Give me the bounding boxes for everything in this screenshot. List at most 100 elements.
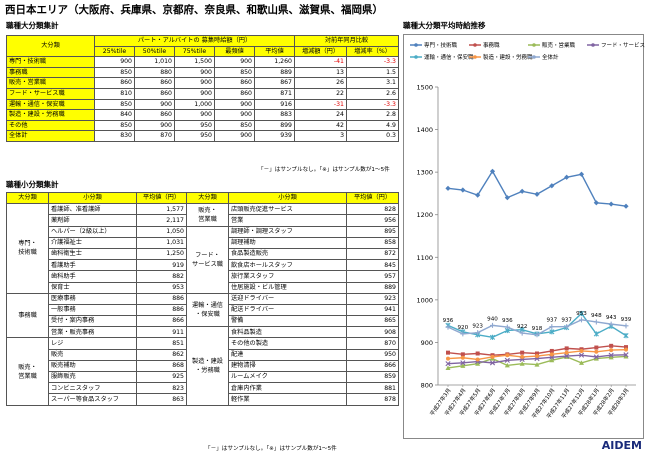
- data-point: [520, 350, 525, 355]
- data-point: [535, 354, 539, 359]
- data-point: [624, 347, 628, 352]
- data-point: [489, 334, 496, 340]
- table-row: 薬剤師 2,117 営業 956: [7, 214, 399, 227]
- table-row: 営業・販売事務 911 製造・建設 ・労務職 食料品製造 908: [7, 326, 399, 406]
- data-point: [608, 321, 614, 327]
- cell-rate: 2.8: [346, 109, 399, 121]
- data-point: [593, 354, 599, 360]
- item-value: 858: [346, 236, 399, 249]
- data-point: [609, 348, 614, 353]
- data-point: [504, 324, 510, 330]
- data-point: [593, 200, 599, 206]
- cell-avg: 867: [254, 77, 295, 89]
- data-label: 937: [546, 318, 557, 324]
- data-point: [623, 323, 629, 329]
- cell-p75: 1,000: [174, 98, 215, 111]
- header-yoy-group: 対前年同月比較: [294, 35, 399, 47]
- cell-rate: 3.1: [346, 77, 399, 89]
- header-col: 増減額（円）: [294, 45, 347, 58]
- table-row: 歯科助手 882 旅行業スタッフ 957: [7, 270, 399, 283]
- item-name: 販売: [48, 348, 137, 361]
- item-name: 警備: [228, 315, 347, 328]
- header-col: 50%tile: [134, 45, 175, 58]
- header-col: 平均値: [254, 45, 295, 58]
- item-name: 一般事務: [48, 303, 137, 317]
- item-value: 925: [136, 370, 187, 384]
- item-value: 957: [346, 270, 399, 283]
- table1-note: 「－」はサンプルなし。「※」はサンプル数が1～5件: [258, 167, 390, 173]
- item-name: 営業・販売事務: [48, 326, 137, 339]
- cell-diff: 22: [294, 87, 347, 100]
- cell-mode: 850: [214, 66, 255, 79]
- data-point: [608, 354, 614, 360]
- cell-p50: 900: [134, 98, 175, 111]
- item-value: 845: [346, 259, 399, 272]
- cell-p75: 950: [174, 119, 215, 132]
- data-point: [519, 330, 525, 336]
- item-name: 店頭販売促進サービス: [228, 203, 347, 216]
- cell-mode: 900: [214, 130, 255, 142]
- legend-label: 全体計: [542, 53, 559, 61]
- cell-mode: 900: [214, 109, 255, 121]
- table-row: スーパー等食品スタッフ 863 軽作業 878: [7, 393, 399, 406]
- data-point: [593, 331, 599, 337]
- item-name: 介護福祉士: [48, 236, 137, 249]
- item-name: 軽作業: [228, 393, 347, 406]
- group-label: 運輸・通信 ・保安職: [186, 292, 229, 328]
- header-col: 最頻値: [214, 45, 255, 58]
- data-point: [623, 352, 629, 358]
- aidem-logo: AIDEM: [601, 439, 642, 452]
- row-label: 専門・技術職: [6, 56, 95, 68]
- data-point: [446, 356, 450, 361]
- item-name: 建物清掃: [228, 359, 347, 373]
- y-tick-label: 1200: [416, 211, 433, 219]
- item-name: 営業: [228, 214, 347, 227]
- cell-p50: 860: [134, 109, 175, 121]
- major-category-table: 大分類 パート・アルバイトの 募集時給額（円） 対前年同月比較 25%tile 50%t…: [6, 34, 399, 142]
- y-tick-label: 1400: [416, 126, 433, 134]
- table-row: その他 850 900 950 850 899 42 4.9: [6, 119, 399, 132]
- cell-mode: 860: [214, 77, 255, 89]
- header-col: 25%tile: [94, 45, 135, 58]
- data-point: [505, 353, 510, 358]
- data-point: [549, 357, 555, 363]
- cell-diff: 26: [294, 77, 347, 89]
- table2-note: 「－」はサンプルなし。「※」はサンプル数が1～5件: [205, 446, 337, 452]
- data-point: [460, 187, 466, 193]
- item-value: 1,031: [136, 236, 187, 249]
- data-point: [623, 333, 629, 339]
- item-value: 886: [136, 303, 187, 317]
- cell-p75: 1,500: [174, 56, 215, 68]
- row-label: 販売・営業職: [6, 77, 95, 89]
- y-tick-label: 800: [421, 382, 433, 390]
- legend-marker: [473, 55, 477, 59]
- cell-p25: 900: [94, 56, 135, 68]
- cell-avg: 1,260: [254, 56, 295, 68]
- item-value: 1,250: [136, 247, 187, 261]
- item-value: 863: [136, 393, 187, 406]
- cell-p50: 870: [134, 130, 175, 142]
- cell-rate: 0.3: [346, 130, 399, 142]
- item-value: 859: [346, 370, 399, 384]
- item-value: 882: [136, 270, 187, 283]
- item-value: 1,577: [136, 203, 187, 216]
- cell-avg: 871: [254, 87, 295, 100]
- data-label: 923: [472, 324, 483, 330]
- item-name: ヘルパー（2級以上）: [48, 225, 137, 238]
- data-point: [460, 331, 466, 337]
- item-name: コンビニスタッフ: [48, 382, 137, 395]
- cell-rate: -3.3: [346, 56, 399, 68]
- cell-diff: 3: [294, 130, 347, 142]
- item-value: 866: [136, 315, 187, 328]
- cell-rate: 4.9: [346, 119, 399, 132]
- item-value: 2,117: [136, 214, 187, 227]
- data-point: [519, 361, 525, 366]
- data-label: 940: [487, 316, 498, 322]
- data-point: [520, 354, 525, 359]
- group-label: 製造・建設 ・労務職: [186, 326, 229, 406]
- item-name: 配送ドライバー: [228, 303, 347, 317]
- data-label: 937: [561, 318, 572, 324]
- header-col: 大分類: [6, 191, 49, 205]
- cell-p75: 900: [174, 77, 215, 89]
- item-value: 868: [136, 359, 187, 373]
